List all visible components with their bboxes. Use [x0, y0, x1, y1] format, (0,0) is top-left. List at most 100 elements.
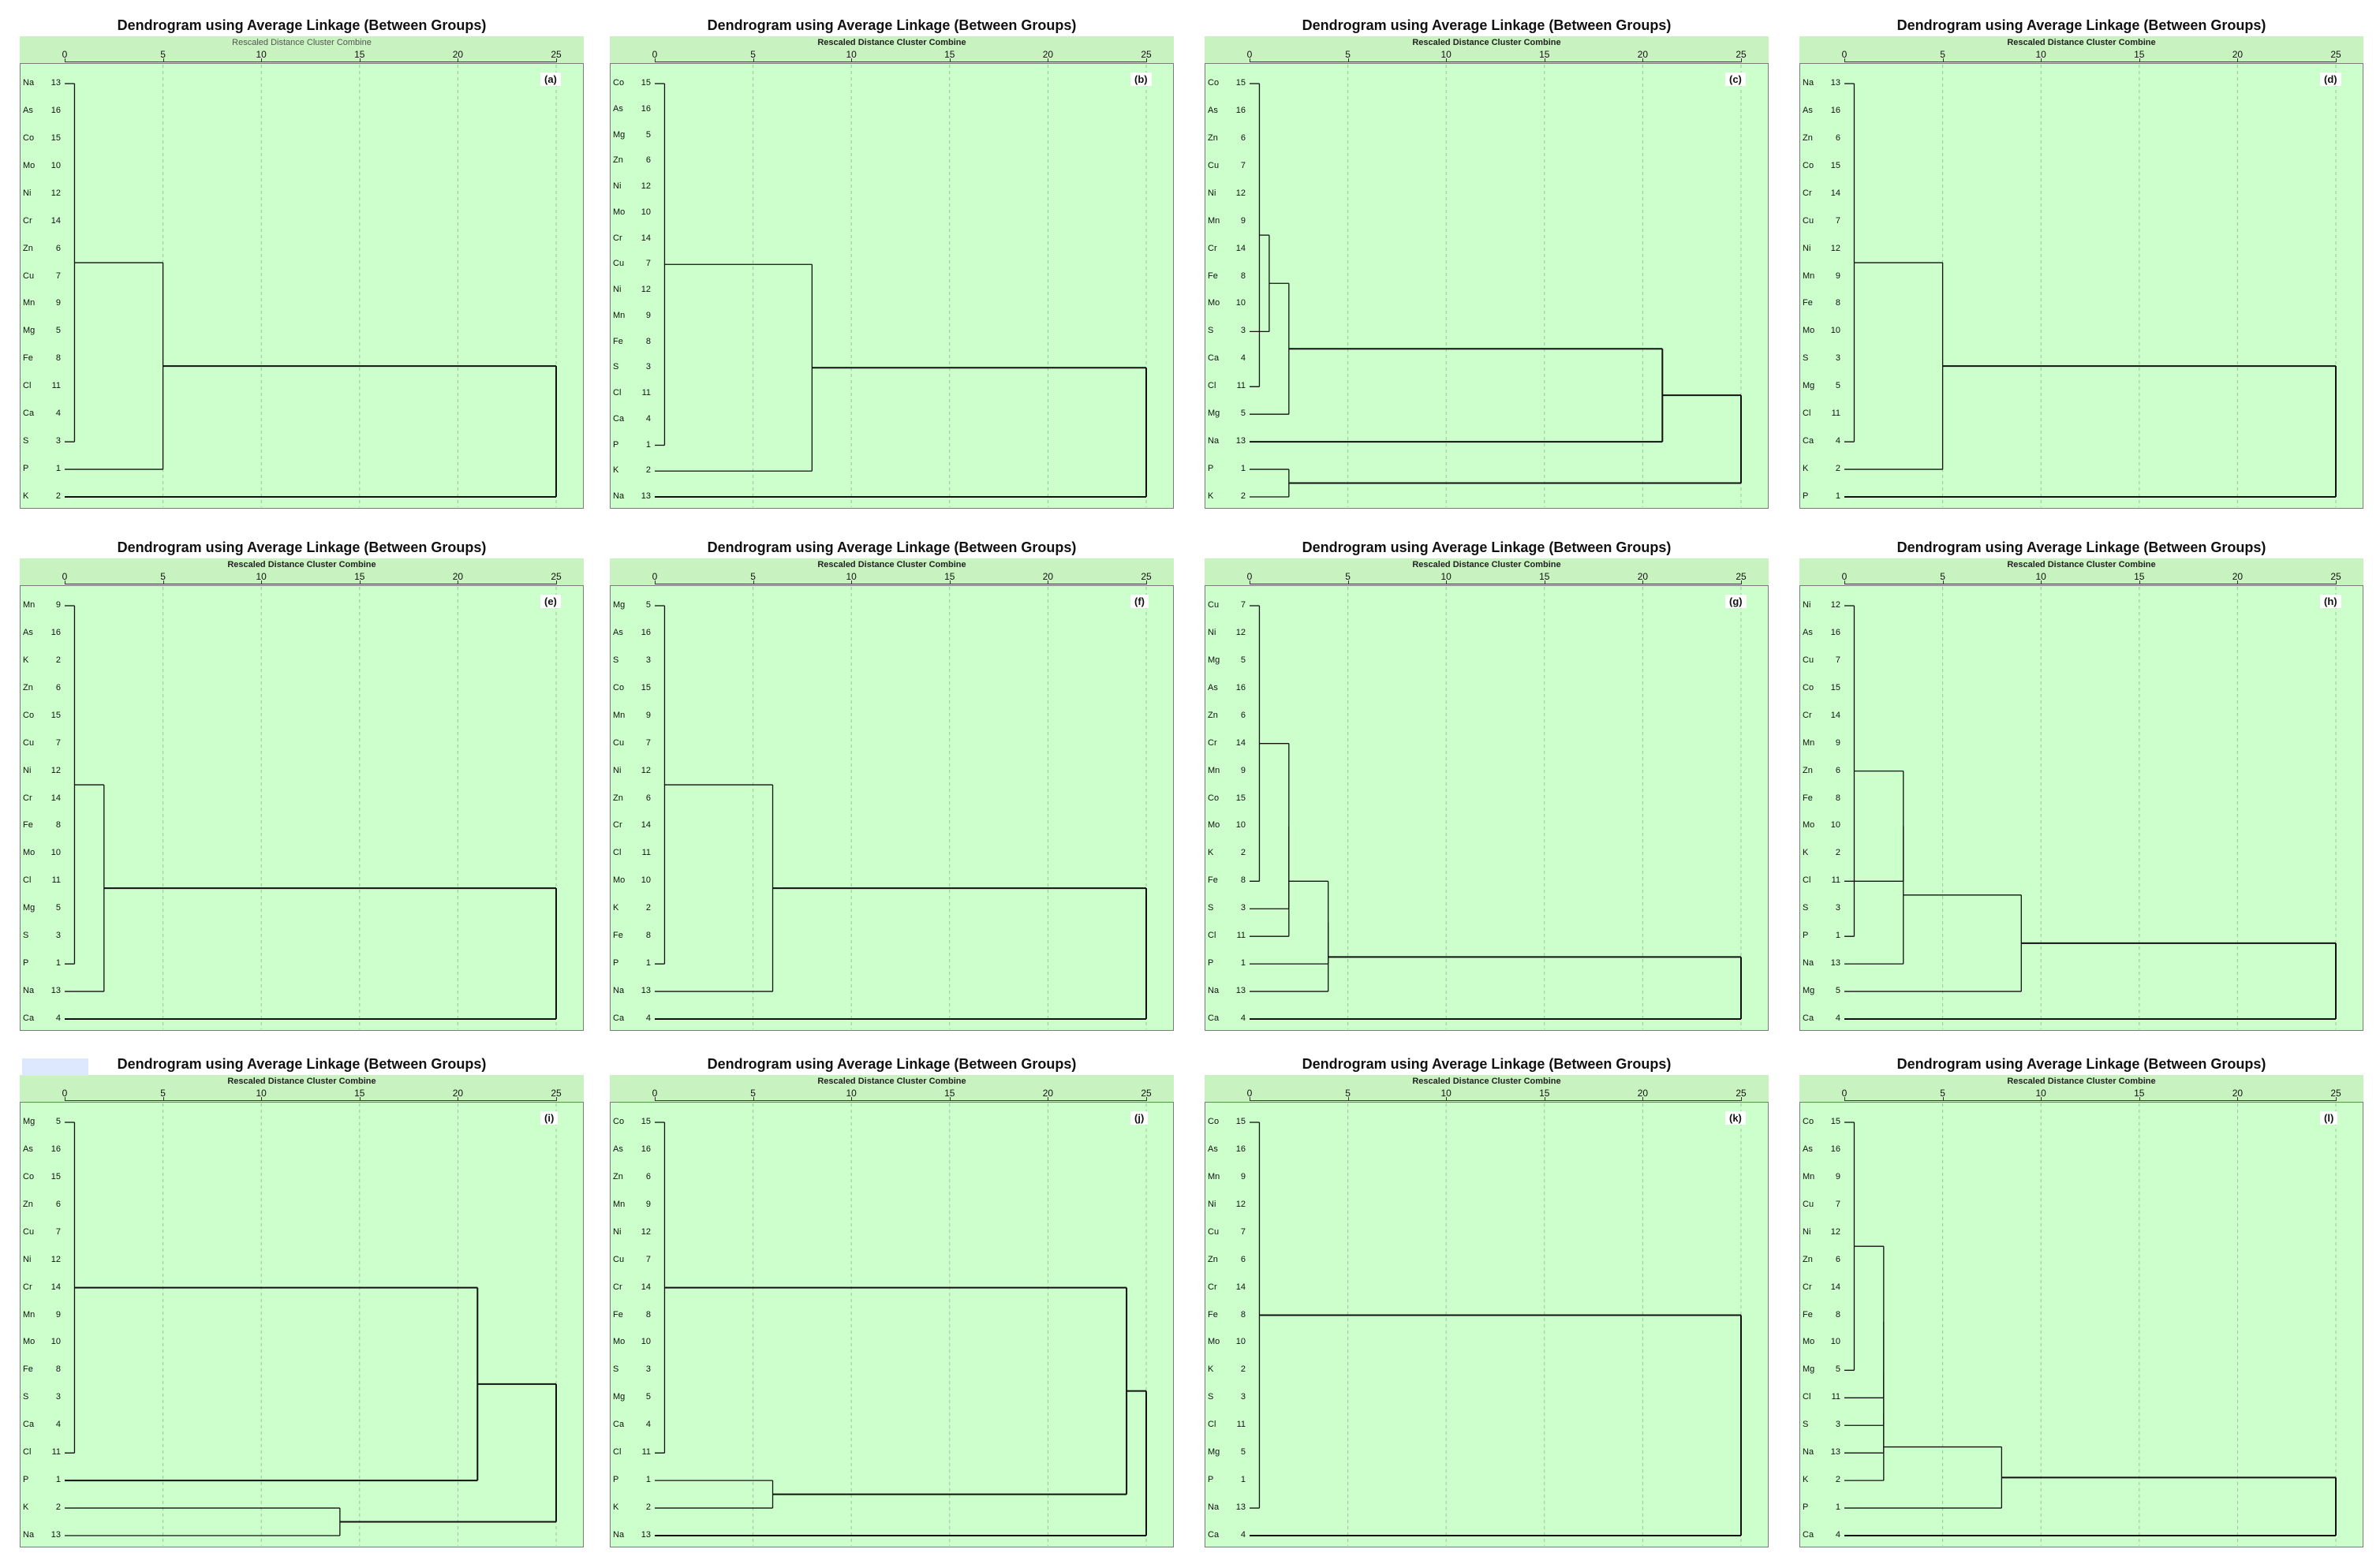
leaf-number: 13 [641, 986, 651, 996]
x-tick-label: 5 [1940, 1088, 1945, 1099]
leaf-number: 3 [1835, 353, 1840, 364]
leaf-label: Cu [1208, 1226, 1220, 1237]
leaf-label: Cl [613, 388, 622, 398]
leaf-label: As [613, 627, 623, 637]
x-tick-label: 0 [1246, 571, 1253, 582]
leaf-label: Fe [1803, 793, 1813, 803]
leaf-label: Cl [613, 1447, 622, 1458]
leaf-label: Mg [1208, 409, 1220, 419]
leaf-number: 2 [55, 655, 61, 665]
leaf-number: 2 [1240, 1364, 1246, 1375]
leaf-label: Mg [23, 903, 35, 913]
leaf-number: 16 [1235, 105, 1246, 115]
leaf-label: Cr [23, 215, 32, 226]
leaf-label: Ca [1803, 436, 1814, 446]
x-tick-mark [753, 580, 754, 584]
x-tick-label: 10 [1440, 571, 1452, 582]
leaf-number: 11 [51, 1447, 61, 1458]
x-tick-label: 5 [1345, 49, 1351, 60]
x-tick-label: 0 [1246, 49, 1253, 60]
leaf-number: 16 [50, 627, 61, 637]
leaf-number: 15 [1235, 1117, 1246, 1126]
leaf-number: 13 [1235, 1502, 1246, 1513]
x-tick-label: 0 [62, 571, 68, 582]
leaf-number: 7 [55, 1226, 61, 1237]
leaf-number: 1 [55, 958, 61, 969]
axis-band [1799, 558, 2363, 585]
leaf-number: 12 [50, 765, 61, 775]
leaf-number: 1 [55, 1475, 61, 1485]
x-tick-mark [2041, 1097, 2042, 1101]
x-tick-mark [2139, 580, 2140, 584]
leaf-number: 3 [1240, 1392, 1246, 1402]
leaf-label: Mn [23, 1309, 35, 1320]
leaf-label: Cl [1803, 1392, 1811, 1402]
leaf-label: Ni [613, 765, 622, 775]
panel-label: (i) [540, 1111, 559, 1125]
leaf-label: S [23, 436, 29, 446]
x-tick-mark [1146, 580, 1147, 584]
leaf-number: 9 [55, 298, 61, 308]
leaf-number: 6 [55, 1199, 61, 1209]
leaf-label: Ca [1803, 1013, 1814, 1023]
leaf-label: Mo [613, 1337, 626, 1347]
chart-panel: Dendrogram using Average Linkage (Betwee… [610, 14, 1174, 519]
leaf-number: 13 [1830, 78, 1840, 88]
leaf-number: 11 [1831, 1392, 1840, 1402]
panel-label: (k) [1725, 1111, 1746, 1125]
leaf-number: 16 [1830, 105, 1840, 115]
leaf-number: 5 [55, 326, 61, 336]
leaf-number: 11 [1831, 409, 1840, 419]
leaf-number: 4 [1240, 1013, 1246, 1023]
x-tick-label: 20 [1637, 49, 1649, 60]
leaf-number: 13 [1830, 958, 1840, 969]
x-axis-line [655, 1100, 1146, 1101]
x-tick-label: 0 [652, 1088, 658, 1099]
leaf-label: Na [1803, 78, 1814, 88]
x-tick-mark [359, 1097, 361, 1101]
x-tick-mark [851, 1097, 853, 1101]
x-tick-label: 15 [944, 571, 955, 582]
leaf-label: Cr [1208, 737, 1217, 748]
leaf-label: Na [23, 1530, 35, 1540]
x-tick-mark [261, 1097, 263, 1101]
leaf-number: 7 [1240, 600, 1246, 610]
leaf-label: Mn [23, 298, 35, 308]
x-tick-label: 10 [2035, 1088, 2046, 1099]
leaf-number: 10 [50, 848, 61, 858]
x-axis-label: Rescaled Distance Cluster Combine [817, 560, 966, 569]
leaf-number: 11 [1236, 1420, 1246, 1430]
leaf-label: Ca [23, 409, 35, 419]
leaf-label: S [1208, 1392, 1214, 1402]
leaf-number: 5 [1835, 986, 1840, 996]
leaf-number: 12 [50, 1254, 61, 1264]
leaf-label: K [23, 655, 29, 665]
leaf-label: Cu [1803, 655, 1814, 665]
leaf-label: Cu [613, 259, 625, 269]
leaf-label: S [613, 1364, 619, 1375]
x-tick-mark [163, 580, 164, 584]
x-tick-label: 15 [2134, 1088, 2145, 1099]
axis-band [1205, 558, 1769, 585]
leaf-number: 13 [1235, 436, 1246, 446]
leaf-label: Mo [23, 1337, 35, 1347]
x-tick-label: 25 [1735, 1088, 1747, 1099]
leaf-label: P [613, 958, 619, 969]
leaf-label: Cr [23, 793, 32, 803]
leaf-number: 3 [645, 362, 651, 372]
leaf-label: P [23, 958, 29, 969]
leaf-label: Co [1803, 1117, 1814, 1126]
x-tick-mark [2237, 58, 2239, 62]
x-tick-label: 15 [1539, 49, 1550, 60]
leaf-label: Ca [1208, 1530, 1220, 1540]
leaf-number: 8 [55, 353, 61, 364]
leaf-label: Co [23, 1171, 35, 1181]
leaf-number: 12 [1235, 627, 1246, 637]
leaf-label: Mo [1208, 1337, 1220, 1347]
x-tick-mark [1942, 580, 1944, 584]
chart-title: Dendrogram using Average Linkage (Betwee… [1302, 17, 1672, 33]
leaf-number: 10 [641, 207, 651, 217]
x-tick-label: 20 [452, 49, 464, 60]
x-tick-label: 5 [1940, 571, 1945, 582]
leaf-label: Na [1208, 1502, 1220, 1513]
